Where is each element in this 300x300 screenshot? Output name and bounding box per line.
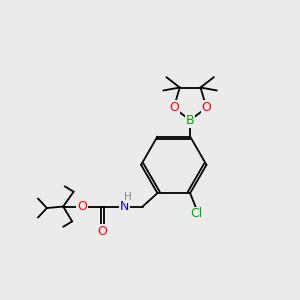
Text: Cl: Cl [190,208,203,220]
Text: H: H [124,192,132,202]
Text: O: O [202,101,212,114]
Text: O: O [98,225,107,238]
Text: N: N [120,200,129,213]
Text: O: O [169,101,179,114]
Text: B: B [186,114,194,127]
Text: O: O [77,200,87,213]
